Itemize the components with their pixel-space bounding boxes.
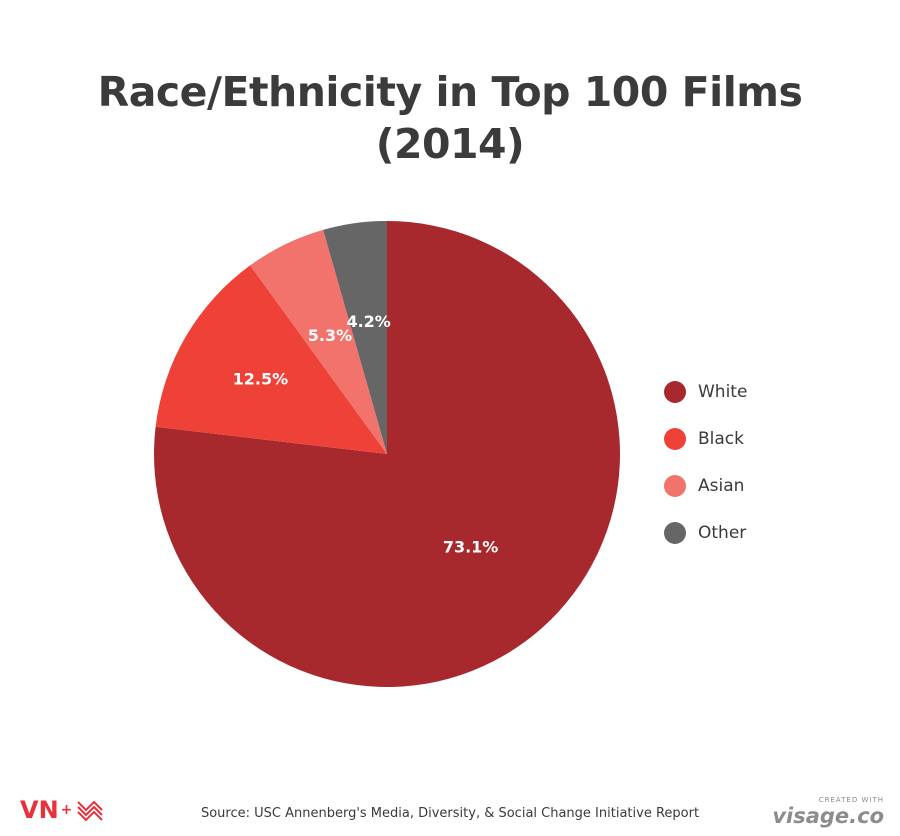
legend-label-white: White [698,381,748,402]
pie-slice-other [323,221,387,454]
source-note: Source: USC Annenberg's Media, Diversity… [200,806,700,821]
brand-created-with: CREATED WITH [818,796,884,804]
legend-swatch-other [664,521,686,544]
legend-item-asian: Asian [664,462,747,509]
legend-item-other: Other [664,509,747,556]
legend-swatch-asian [664,474,686,497]
brand-logo-text: VN [20,796,59,824]
brand-logo-vn: VN + [20,796,106,824]
legend: White Black Asian Other [664,368,747,556]
legend-swatch-white [664,380,686,403]
brand-logo-plus: + [60,802,73,818]
legend-label-asian: Asian [698,475,745,496]
legend-item-white: White [664,368,747,415]
pie-label-white: 73.1% [443,538,499,557]
pie-slice-asian [250,229,387,454]
chart-title: Race/Ethnicity in Top 100 Films (2014) [0,66,900,170]
brand-waves-icon [77,800,104,822]
pie-label-other: 4.2% [346,312,390,331]
brand-visage-name: visage.co [772,804,884,828]
chart-title-line-1: Race/Ethnicity in Top 100 Films [97,68,803,116]
legend-label-black: Black [698,428,744,449]
pie-label-asian: 5.3% [308,326,352,345]
brand-visage: CREATED WITH visage.co [772,796,884,827]
legend-swatch-black [664,427,686,450]
chart-title-line-2: (2014) [375,120,525,168]
pie-slice-black [155,265,387,454]
legend-item-black: Black [664,415,747,462]
legend-label-other: Other [698,522,747,543]
pie-label-black: 12.5% [233,369,289,388]
